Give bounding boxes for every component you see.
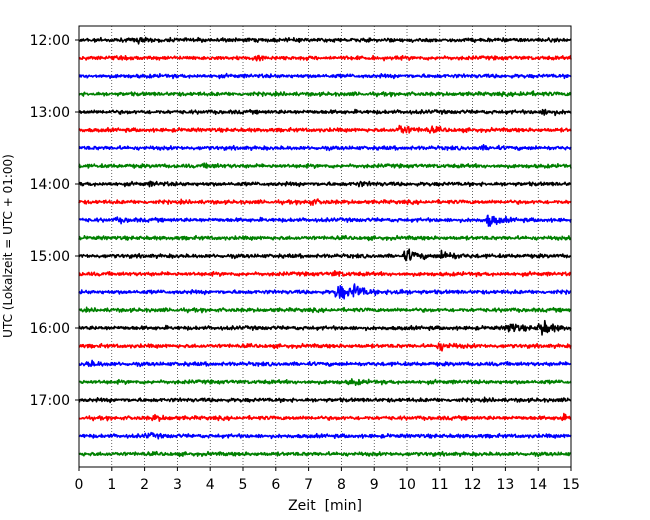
x-tick-label: 14 <box>529 477 547 493</box>
x-tick-label: 5 <box>239 477 248 493</box>
y-tick-label: 17:00 <box>30 393 70 409</box>
trace-15:00 <box>78 248 572 262</box>
trace-12:00 <box>78 36 572 45</box>
trace-16:30 <box>78 359 572 368</box>
x-tick-label: 15 <box>562 477 580 493</box>
x-tick-label: 2 <box>140 477 149 493</box>
y-axis: 12:00 13:00 14:00 15:00 16:00 17:00 <box>30 33 79 409</box>
x-tick-label: 11 <box>431 477 449 493</box>
y-tick-label: 13:00 <box>30 105 70 121</box>
trace-13:30 <box>78 144 572 152</box>
x-tick-label: 3 <box>173 477 182 493</box>
plot-frame <box>78 25 572 468</box>
trace-15:30 <box>78 283 572 300</box>
trace-14:30 <box>78 214 572 227</box>
x-tick-label: 7 <box>304 477 313 493</box>
x-tick-label: 10 <box>398 477 416 493</box>
y-tick-label: 12:00 <box>30 33 70 49</box>
x-axis-title: Zeit [min] <box>288 498 362 514</box>
x-tick-label: 1 <box>107 477 116 493</box>
trace-13:00 <box>78 108 572 117</box>
trace-12:30 <box>78 72 572 80</box>
x-tick-label: 8 <box>337 477 346 493</box>
trace-13:15 <box>78 124 572 134</box>
x-tick-label: 6 <box>271 477 280 493</box>
trace-12:15 <box>78 54 572 62</box>
trace-15:15 <box>78 270 572 278</box>
trace-14:45 <box>78 234 572 242</box>
trace-16:45 <box>78 378 572 387</box>
trace-14:15 <box>78 198 572 206</box>
y-tick-label: 15:00 <box>30 249 70 265</box>
x-axis: 0 1 2 3 4 5 6 7 8 9 10 11 12 13 14 15 <box>75 467 580 493</box>
trace-group <box>78 36 572 458</box>
trace-16:15 <box>78 342 572 352</box>
x-tick-label: 13 <box>496 477 514 493</box>
plot-area <box>79 26 571 467</box>
trace-14:00 <box>78 180 572 188</box>
x-tick-label: 0 <box>75 477 84 493</box>
trace-17:15 <box>78 412 572 422</box>
trace-16:00 <box>78 319 572 336</box>
trace-13:45 <box>78 162 572 169</box>
x-tick-label: 12 <box>464 477 482 493</box>
trace-17:30 <box>78 431 572 440</box>
trace-15:45 <box>78 306 572 314</box>
y-tick-label: 14:00 <box>30 177 70 193</box>
x-tick-label: 9 <box>370 477 379 493</box>
x-tick-label: 4 <box>206 477 215 493</box>
trace-17:45 <box>78 450 572 458</box>
trace-17:00 <box>78 396 572 404</box>
y-tick-label: 16:00 <box>30 321 70 337</box>
trace-12:45 <box>78 90 572 98</box>
y-axis-title: UTC (Lokalzeit = UTC + 01:00) <box>1 154 15 338</box>
